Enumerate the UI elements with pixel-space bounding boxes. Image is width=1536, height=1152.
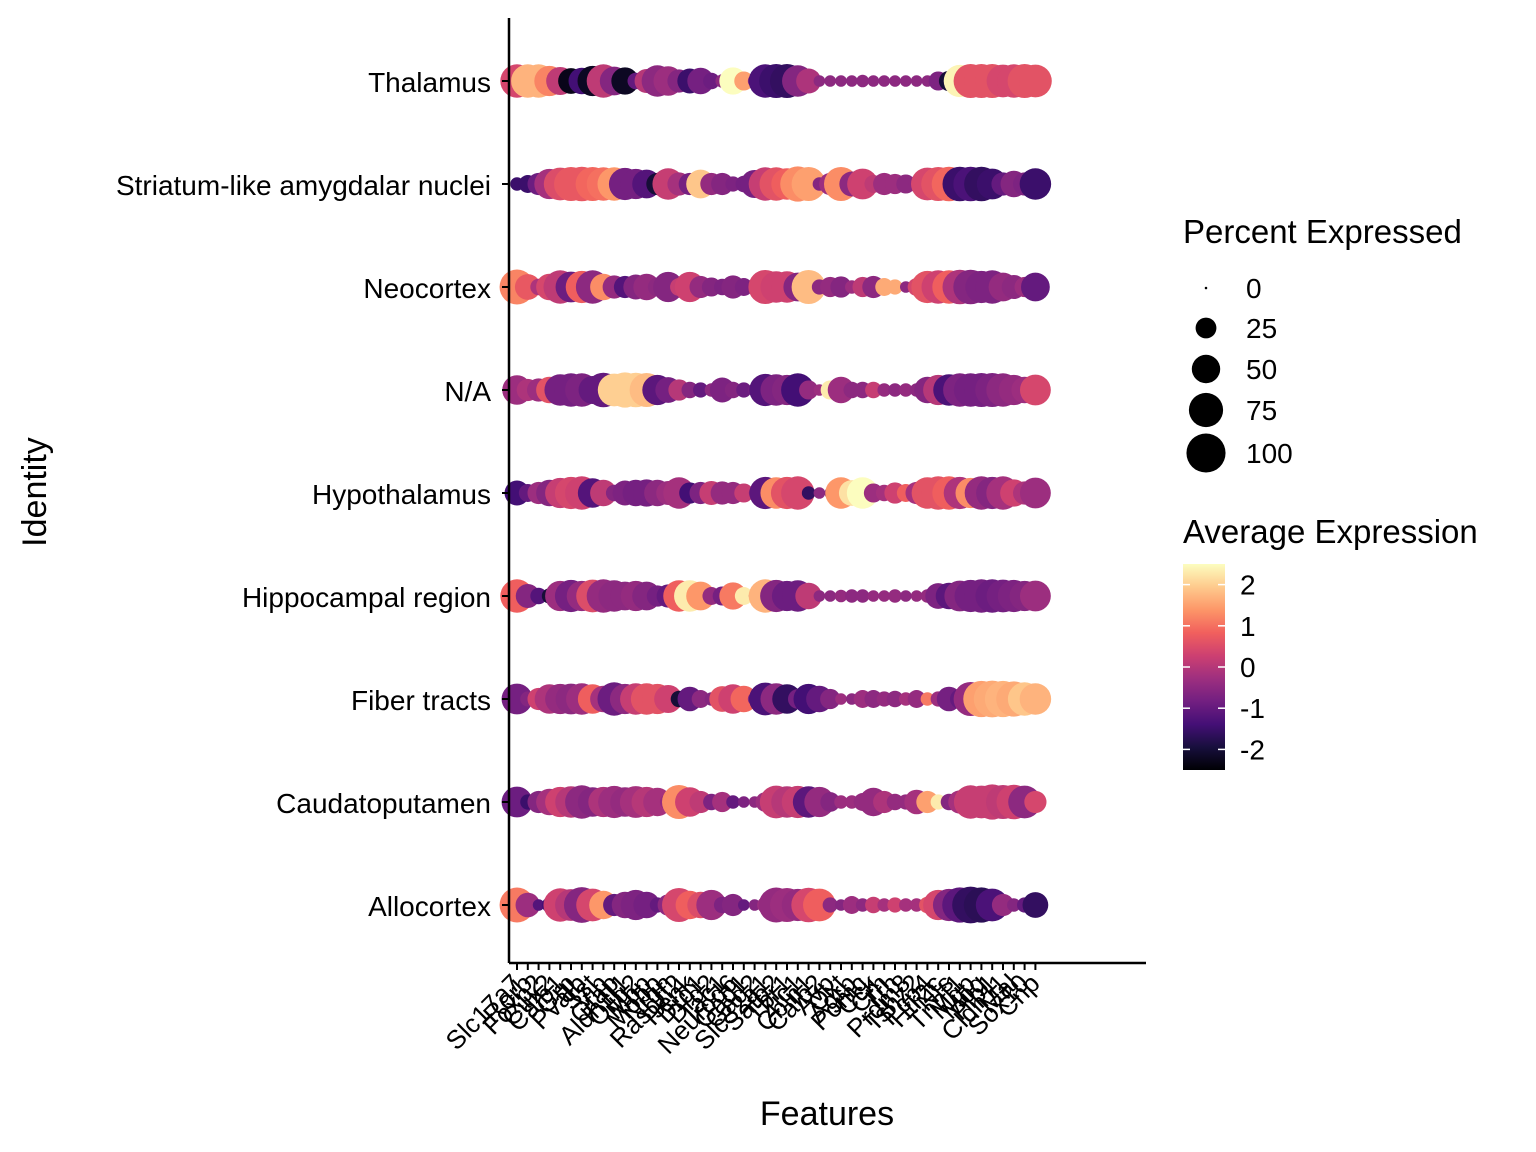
size-legend-dot [1205, 287, 1208, 290]
dot-hypothalamus-29 [814, 487, 826, 499]
y-tick-label: N/A [444, 376, 491, 407]
dot-thalamus-36 [889, 75, 901, 87]
dot-hippocampal-region-33 [856, 589, 870, 603]
size-legend-label: 50 [1246, 354, 1277, 385]
dot-hippocampal-region-34 [868, 590, 880, 602]
y-tick-label: Neocortex [363, 273, 491, 304]
colorbar-tick-label: -1 [1240, 693, 1265, 724]
colorbar-tick-label: 1 [1240, 611, 1256, 642]
dot-allocortex-22 [738, 899, 750, 911]
dot-thalamus-31 [835, 75, 847, 87]
dot-neocortex-49 [1021, 273, 1050, 302]
colorbar-tick-label: 0 [1240, 652, 1256, 683]
colorbar-tick-label: -2 [1240, 734, 1265, 765]
dot-hippocampal-region-29 [814, 590, 826, 602]
size-legend-dot [1196, 318, 1217, 339]
y-tick-label: Fiber tracts [351, 685, 491, 716]
y-tick-label: Thalamus [368, 67, 491, 98]
dot-n-a-49 [1020, 375, 1051, 406]
dot-thalamus-37 [900, 75, 912, 87]
dot-hypothalamus-28 [802, 486, 816, 500]
dot-thalamus-49 [1019, 65, 1052, 98]
dot-hypothalamus-49 [1020, 478, 1051, 509]
dot-thalamus-29 [814, 75, 826, 87]
x-axis-title: Features [760, 1095, 894, 1133]
dot-thalamus-35 [878, 75, 890, 87]
dot-hippocampal-region-30 [824, 590, 836, 602]
size-legend-label: 25 [1246, 313, 1277, 344]
dot-thalamus-32 [846, 75, 858, 87]
dot-thalamus-38 [911, 75, 923, 87]
color-legend-title: Average Expression [1183, 513, 1478, 550]
dot-caudatoputamen-21 [726, 795, 740, 809]
y-tick-label: Hypothalamus [312, 479, 491, 510]
dot-fiber-tracts-49 [1020, 683, 1052, 715]
size-legend: Percent Expressed 0 25 50 75 100 [1183, 213, 1462, 473]
size-legend-label: 0 [1246, 273, 1262, 304]
dot-caudatoputamen-22 [738, 796, 750, 808]
colorbar-tick-label: 2 [1240, 570, 1256, 601]
dot-allocortex-49 [1023, 892, 1049, 918]
y-axis-title: Identity [16, 437, 54, 547]
size-legend-title: Percent Expressed [1183, 213, 1462, 250]
dot-hippocampal-region-37 [900, 590, 912, 602]
size-legend-dot [1189, 393, 1223, 427]
dot-thalamus-30 [824, 75, 836, 87]
dot-fiber-tracts-31 [835, 693, 847, 705]
dot-hippocampal-region-36 [888, 589, 902, 603]
y-tick-label: Striatum-like amygdalar nuclei [116, 170, 491, 201]
size-legend-label: 100 [1246, 438, 1293, 469]
size-legend-label: 75 [1246, 395, 1277, 426]
size-legend-dot [1186, 433, 1225, 472]
y-tick-label: Allocortex [368, 891, 491, 922]
x-tick-labels: Slc17a7RorbFoxp2Cux2Calb1GrpPvalbSstVipG… [440, 963, 1046, 1060]
dot-thalamus-34 [868, 75, 880, 87]
dot-thalamus-33 [856, 75, 869, 88]
dot-caudatoputamen-49 [1024, 791, 1046, 813]
y-tick-label: Caudatoputamen [276, 788, 491, 819]
color-legend: Average Expression 2 1 0 -1 -2 [1183, 513, 1478, 770]
size-legend-dot [1192, 355, 1220, 383]
dot-hippocampal-region-49 [1020, 581, 1051, 612]
y-tick-labels: Allocortex Caudatoputamen Fiber tracts Hipp… [116, 67, 509, 922]
y-tick-label: Hippocampal region [242, 582, 491, 613]
dot-striatum-like-amygdalar-nuclei-49 [1020, 168, 1052, 200]
dots-layer [500, 64, 1052, 923]
